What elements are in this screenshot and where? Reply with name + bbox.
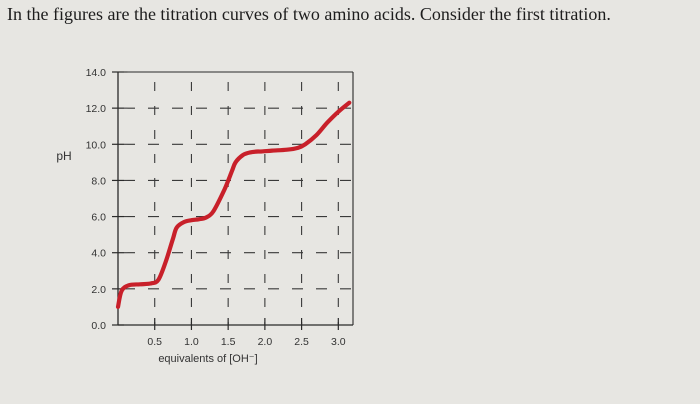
y-tick-label: 14.0 [86, 67, 107, 79]
x-tick-label: 1.0 [184, 336, 199, 348]
x-tick-label: 2.0 [258, 336, 273, 348]
labels: 0.0 2.0 4.0 6.0 8.0 10.0 12.0 14.0 0.5 1.0 1.5 2.0 2… [56, 67, 345, 365]
x-tick-label: 2.5 [294, 336, 309, 348]
x-tick-label: 1.5 [221, 336, 236, 348]
y-axis-label: pH [56, 149, 71, 163]
y-tick-label: 4.0 [91, 248, 106, 260]
series-layer [115, 100, 352, 309]
x-axis-label: equivalents of [OH⁻] [158, 353, 257, 365]
x-tick-label: 0.5 [147, 336, 162, 348]
question-text: In the figures are the titration curves … [7, 4, 611, 24]
y-tick-label: 6.0 [91, 212, 106, 224]
y-tick-label: 8.0 [91, 175, 106, 187]
y-tick-label: 10.0 [86, 139, 107, 151]
titration-curve [115, 100, 352, 309]
y-tick-label: 0.0 [91, 320, 106, 332]
y-tick-label: 12.0 [86, 103, 107, 115]
x-tick-label: 3.0 [331, 336, 346, 348]
axes [112, 71, 354, 330]
y-tick-label: 2.0 [91, 284, 106, 296]
grid-lines [118, 71, 353, 325]
